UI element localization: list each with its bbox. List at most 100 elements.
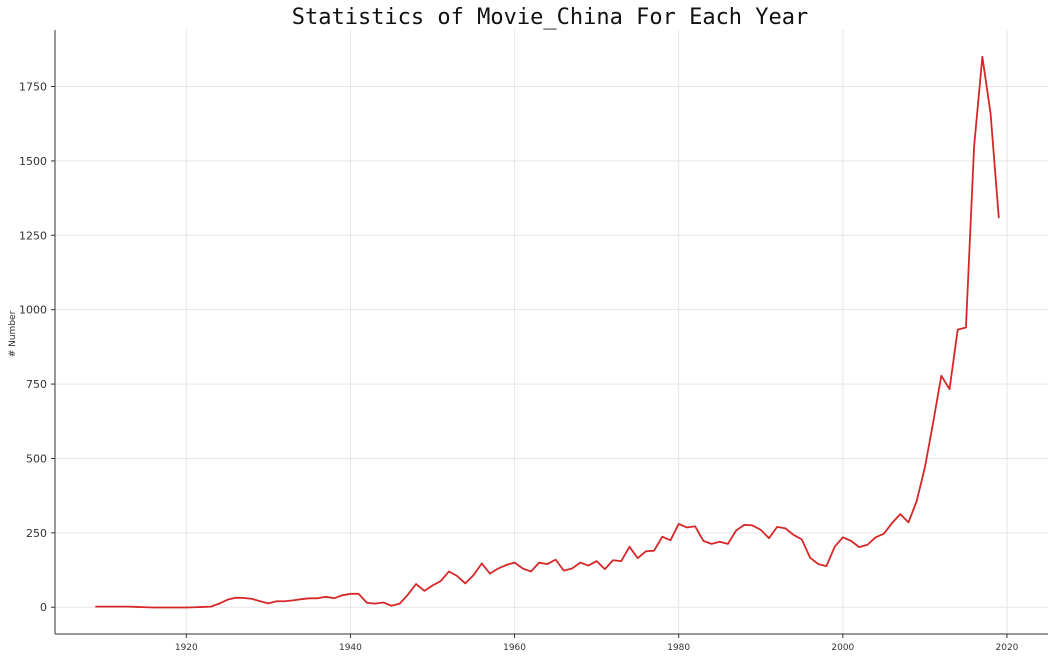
data-point <box>751 524 754 527</box>
data-point <box>628 546 631 548</box>
data-point <box>965 326 967 329</box>
data-point <box>185 606 187 609</box>
y-tick-label: 500 <box>26 452 47 465</box>
data-point <box>120 606 122 608</box>
data-point <box>891 522 893 524</box>
data-point <box>177 606 179 609</box>
data-point <box>793 534 795 536</box>
data-point <box>95 606 97 608</box>
data-point <box>883 533 885 535</box>
series-line <box>95 55 1000 609</box>
y-tick-label: 250 <box>26 527 47 540</box>
y-tick-label: 1250 <box>19 229 47 242</box>
y-tick-label: 1000 <box>19 304 47 317</box>
y-tick-label: 1500 <box>19 155 47 168</box>
data-point <box>358 593 360 595</box>
data-point <box>284 600 286 602</box>
data-point <box>555 559 557 561</box>
data-point <box>620 560 622 562</box>
data-point <box>563 570 565 572</box>
y-tick-label: 750 <box>26 378 47 391</box>
data-point <box>825 565 828 567</box>
data-point <box>489 573 491 575</box>
data-point <box>768 537 770 539</box>
data-point <box>390 605 393 607</box>
data-point <box>103 606 105 608</box>
data-point <box>727 543 729 545</box>
data-point <box>645 550 647 552</box>
data-point <box>719 541 721 543</box>
data-point <box>907 521 910 524</box>
data-point <box>333 597 335 599</box>
series-layer <box>95 55 1000 609</box>
data-point <box>760 529 762 531</box>
x-tick-label: 2000 <box>831 643 854 653</box>
data-point <box>251 598 253 600</box>
data-point <box>678 523 680 525</box>
x-tick-label: 2020 <box>996 643 1019 653</box>
data-point <box>809 556 811 559</box>
data-point <box>940 375 942 377</box>
data-point <box>587 564 590 567</box>
data-point <box>226 599 228 601</box>
data-point <box>604 568 606 570</box>
data-point <box>661 536 663 538</box>
data-point <box>522 567 524 570</box>
data-point <box>932 422 934 424</box>
data-point <box>415 583 417 585</box>
data-point <box>193 606 196 608</box>
data-point <box>234 597 237 599</box>
data-point <box>850 540 852 542</box>
data-point <box>834 546 836 548</box>
data-point <box>325 596 327 598</box>
data-point <box>431 584 434 587</box>
x-tick-labels: 1920 1940 1960 1980 2000 2020 <box>175 634 1019 653</box>
data-point <box>275 600 278 602</box>
data-point <box>899 513 901 515</box>
data-point <box>423 590 425 592</box>
data-point <box>136 606 138 608</box>
data-point <box>464 582 466 585</box>
data-point <box>571 567 573 570</box>
data-point <box>530 570 532 573</box>
data-point <box>735 529 737 532</box>
data-point <box>989 112 992 114</box>
data-point <box>169 606 171 609</box>
data-point <box>456 575 458 577</box>
data-point <box>817 563 819 565</box>
data-point <box>128 606 130 608</box>
data-point <box>440 580 442 582</box>
data-point <box>776 526 778 528</box>
data-point <box>579 561 581 564</box>
data-point <box>546 563 549 565</box>
data-point <box>161 606 163 609</box>
x-tick-label: 1960 <box>503 643 526 653</box>
data-point <box>210 606 212 608</box>
data-point <box>349 593 352 595</box>
data-point <box>669 539 672 541</box>
data-point <box>292 599 294 601</box>
data-point <box>858 546 860 548</box>
data-point <box>924 466 926 468</box>
data-point <box>472 574 475 576</box>
data-point <box>653 550 655 552</box>
data-point <box>152 606 155 609</box>
data-point <box>784 527 786 529</box>
data-point <box>875 536 877 538</box>
x-tick-label: 1980 <box>667 643 690 653</box>
data-point <box>399 603 401 605</box>
data-point <box>144 606 146 608</box>
y-tick-label: 1750 <box>19 81 47 94</box>
data-point <box>505 564 507 566</box>
data-point <box>948 388 951 390</box>
data-point <box>218 603 220 605</box>
data-point <box>259 600 261 602</box>
chart-title: Statistics of Movie_China For Each Year <box>292 5 809 30</box>
data-point <box>998 216 1000 219</box>
data-point <box>981 56 983 58</box>
grid-layer <box>55 30 1048 634</box>
data-point <box>497 567 499 570</box>
data-point <box>243 597 245 599</box>
axes-layer <box>54 30 1048 635</box>
